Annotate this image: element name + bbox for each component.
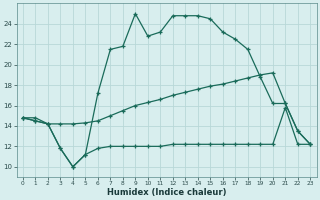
- X-axis label: Humidex (Indice chaleur): Humidex (Indice chaleur): [107, 188, 226, 197]
